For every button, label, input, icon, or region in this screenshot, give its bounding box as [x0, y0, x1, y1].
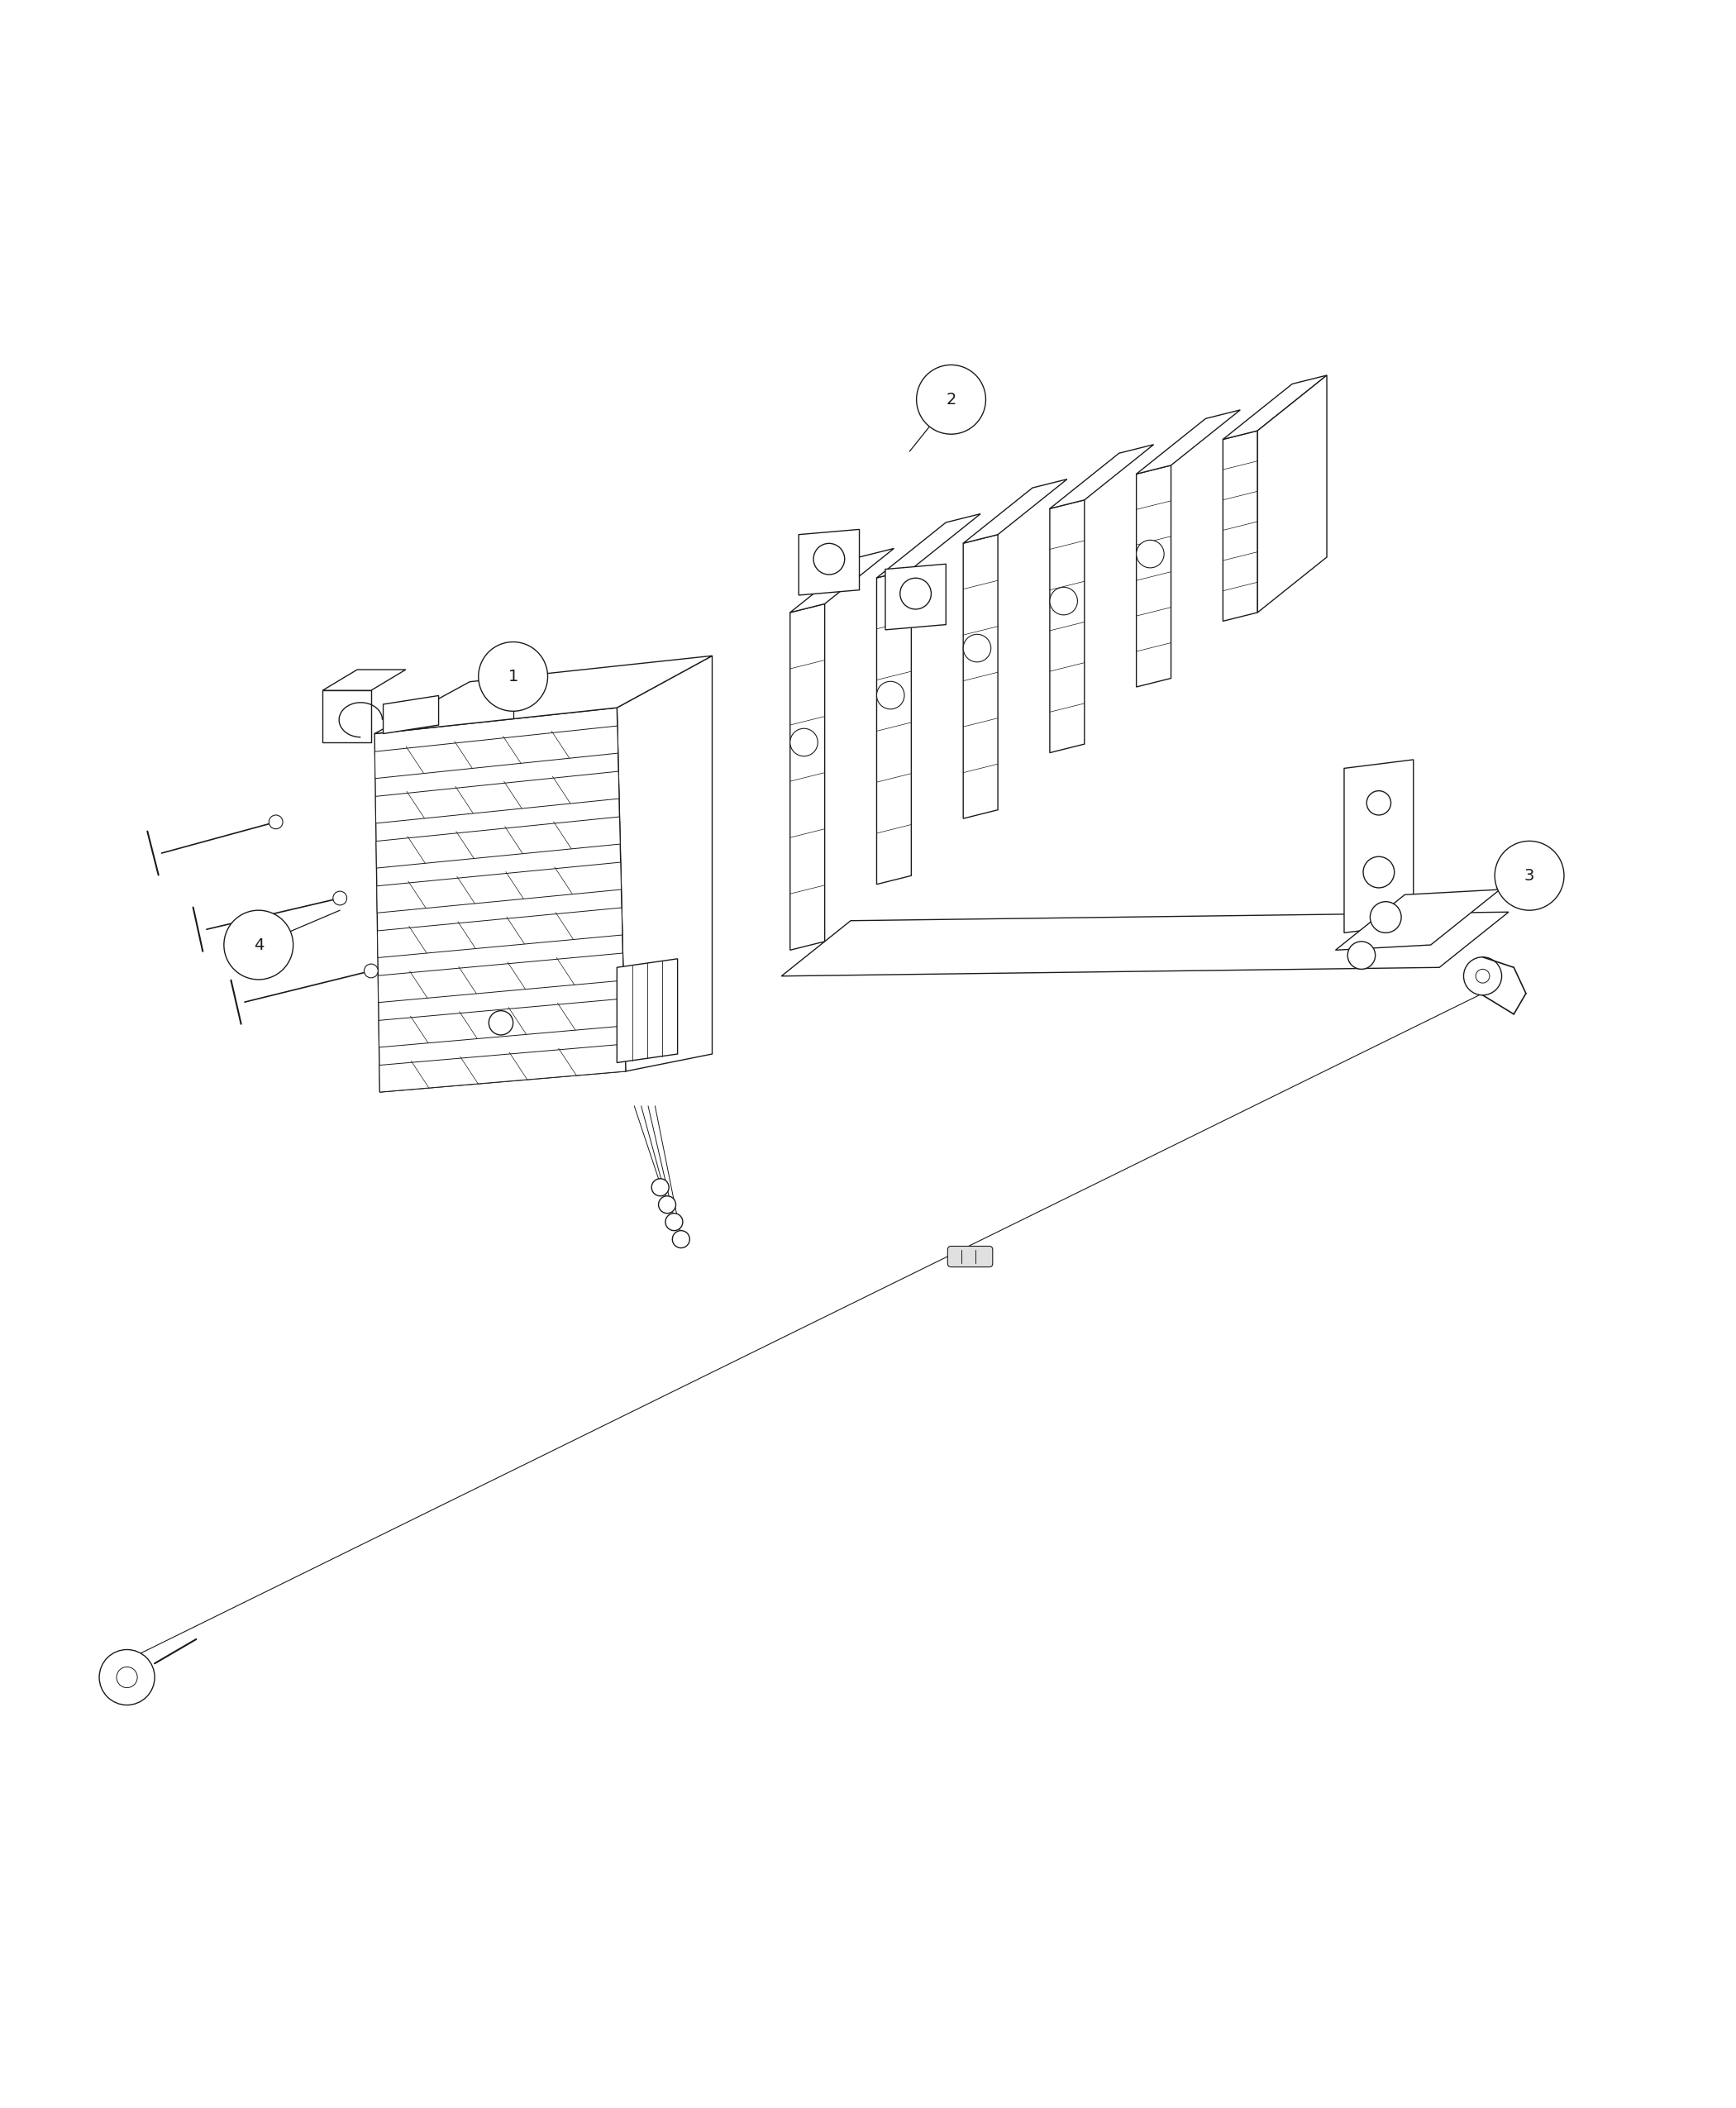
Text: 4: 4: [253, 938, 264, 953]
Circle shape: [899, 578, 930, 609]
Polygon shape: [616, 959, 677, 1062]
Circle shape: [963, 635, 991, 662]
Circle shape: [1463, 957, 1502, 995]
Circle shape: [917, 365, 986, 434]
Circle shape: [1370, 902, 1401, 934]
Text: 1: 1: [509, 668, 517, 685]
Polygon shape: [375, 725, 618, 778]
Text: 2: 2: [946, 392, 957, 407]
Polygon shape: [1137, 409, 1240, 474]
Circle shape: [1366, 790, 1391, 816]
Polygon shape: [377, 816, 620, 868]
Polygon shape: [378, 999, 625, 1048]
Polygon shape: [1222, 375, 1326, 438]
Circle shape: [116, 1667, 137, 1689]
Circle shape: [333, 892, 347, 904]
Circle shape: [1347, 942, 1375, 970]
Polygon shape: [384, 696, 439, 734]
Circle shape: [790, 729, 818, 757]
Polygon shape: [1050, 500, 1085, 753]
Polygon shape: [323, 670, 406, 691]
Circle shape: [99, 1651, 155, 1705]
Text: 3: 3: [1524, 868, 1535, 883]
Polygon shape: [885, 565, 946, 630]
Polygon shape: [380, 1043, 625, 1092]
Circle shape: [672, 1231, 689, 1248]
Circle shape: [814, 544, 845, 575]
Polygon shape: [781, 913, 1509, 976]
Polygon shape: [375, 656, 712, 734]
Polygon shape: [799, 529, 859, 594]
Polygon shape: [377, 909, 623, 957]
Polygon shape: [1222, 430, 1257, 622]
Polygon shape: [323, 691, 372, 742]
Polygon shape: [877, 569, 911, 885]
Circle shape: [365, 963, 378, 978]
FancyBboxPatch shape: [948, 1246, 993, 1267]
Polygon shape: [1335, 890, 1500, 951]
Polygon shape: [616, 656, 712, 1071]
Circle shape: [877, 681, 904, 708]
Circle shape: [651, 1178, 668, 1195]
Polygon shape: [877, 514, 981, 578]
Circle shape: [1495, 841, 1564, 911]
Circle shape: [269, 816, 283, 828]
Polygon shape: [963, 535, 998, 818]
Circle shape: [1363, 856, 1394, 887]
Circle shape: [479, 643, 547, 710]
Polygon shape: [1050, 445, 1154, 508]
Polygon shape: [375, 772, 620, 824]
Polygon shape: [378, 953, 623, 1003]
Circle shape: [224, 911, 293, 980]
Polygon shape: [1137, 466, 1172, 687]
Polygon shape: [1257, 375, 1326, 613]
Polygon shape: [963, 479, 1068, 544]
Polygon shape: [377, 862, 621, 913]
Polygon shape: [790, 548, 894, 613]
Circle shape: [1476, 970, 1489, 982]
Circle shape: [658, 1195, 675, 1214]
Polygon shape: [375, 708, 625, 1092]
Circle shape: [1137, 540, 1165, 567]
Circle shape: [665, 1214, 682, 1231]
Polygon shape: [1344, 759, 1413, 934]
Circle shape: [1050, 588, 1078, 616]
Polygon shape: [790, 603, 825, 951]
Circle shape: [490, 1010, 514, 1035]
